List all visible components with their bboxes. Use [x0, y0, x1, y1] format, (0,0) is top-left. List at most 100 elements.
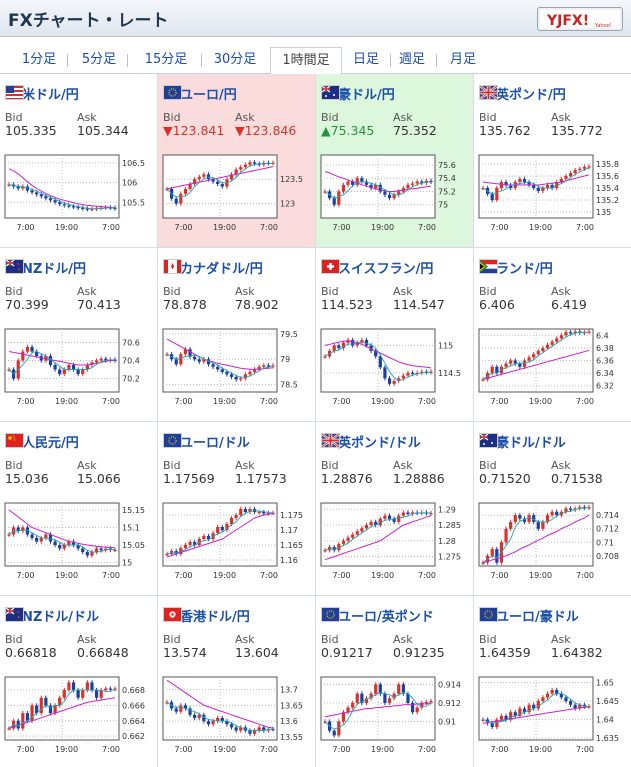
pair-link[interactable]: NZドル/ドル — [5, 606, 99, 625]
candle-body — [25, 347, 30, 352]
candle-body — [509, 185, 513, 188]
candle-body — [39, 538, 43, 542]
candle-body — [360, 693, 364, 703]
candle-body — [401, 512, 405, 516]
tab-6[interactable]: 日足 — [352, 52, 379, 67]
rate-card[interactable]: ユーロ/ドル Bid Ask 1.17569 1.17573 1.175 1.17 1.165… — [158, 422, 316, 596]
tab-7[interactable]: 週足 — [398, 52, 425, 67]
pair-link[interactable]: カナダドル/円 — [163, 258, 263, 277]
y-tick-label: 75.6 — [438, 161, 456, 170]
mini-chart[interactable]: 123.5 123 7:00 19:00 7:00 — [161, 149, 313, 234]
bid-label: Bid — [479, 633, 497, 646]
rate-card[interactable]: カナダドル/円 Bid Ask 78.878 78.902 79.5 79 78.5 7:00 1… — [158, 248, 316, 422]
mini-chart[interactable]: 0.714 0.712 0.71 0.708 7:00 19:00 7:00 — [477, 497, 629, 582]
y-tick-label: 1.17 — [280, 526, 298, 535]
x-tick-label: 7:00 — [491, 397, 509, 406]
tab-8[interactable]: 月足 — [449, 52, 476, 67]
pair-link[interactable]: ユーロ/円 — [163, 84, 237, 103]
candle-body — [568, 173, 573, 176]
pair-link[interactable]: 豪ドル/ドル — [479, 432, 566, 451]
candle-body — [504, 528, 508, 543]
y-tick-label: 15.1 — [122, 524, 140, 533]
candle-body — [179, 705, 183, 712]
short-ma-line — [166, 353, 274, 378]
rate-card[interactable]: 香港ドル/円 Bid Ask 13.574 13.604 13.7 13.65 13.6 13.… — [158, 596, 316, 767]
pair-link[interactable]: ユーロ/豪ドル — [479, 606, 579, 625]
candle-body — [53, 541, 57, 545]
mini-chart[interactable]: 75.6 75.4 75.2 75 7:00 19:00 7:00 — [319, 149, 471, 234]
tab-4[interactable]: 30分足 — [213, 52, 257, 67]
tab-2[interactable]: 5分足 — [81, 52, 117, 67]
candle-body — [578, 507, 582, 509]
eu-flag-icon — [321, 607, 340, 622]
rate-card[interactable]: ランド/円 Bid Ask 6.406 6.419 6.4 6.38 6.36 6.34 6.32… — [474, 248, 631, 422]
pair-link[interactable]: スイスフラン/円 — [321, 258, 433, 277]
candle-body — [341, 184, 346, 192]
ask-label: Ask — [393, 459, 413, 472]
ask-value: 1.28886 — [393, 471, 445, 486]
candle-body — [30, 534, 34, 538]
rate-card[interactable]: 英ポンド/ドル Bid Ask 1.28876 1.28886 1.29 1.285 1.28… — [316, 422, 474, 596]
ask-value: 0.66848 — [77, 645, 129, 660]
candle-body — [165, 554, 169, 556]
mini-chart[interactable]: 6.46.386.366.346.327:00 19:00 7:00 — [477, 323, 629, 408]
rate-card[interactable]: 豪ドル/ドル Bid Ask 0.71520 0.71538 0.714 0.712 0.71… — [474, 422, 631, 596]
pair-link[interactable]: 豪ドル/円 — [321, 84, 395, 103]
candle-body — [536, 701, 540, 709]
pair-link[interactable]: 人民元/円 — [5, 432, 79, 451]
rate-card[interactable]: 英ポンド/円 Bid Ask 135.762 135.772 135.8 135.6 135.… — [474, 74, 631, 248]
candle-body — [252, 369, 257, 372]
rate-card[interactable]: ユーロ/円 Bid Ask ▼123.841 ▼123.846 123.5 123 7:00 1… — [158, 74, 316, 248]
pair-link[interactable]: 英ポンド/円 — [479, 84, 566, 103]
rate-card[interactable]: 人民元/円 Bid Ask 15.036 15.066 15.15 15.1 15.05 15 7… — [0, 422, 158, 596]
candle-body — [332, 345, 336, 351]
pair-link[interactable]: 米ドル/円 — [5, 84, 79, 103]
rate-card[interactable]: ユーロ/豪ドル Bid Ask 1.64359 1.64382 1.65 1.645 1.64… — [474, 596, 631, 767]
tab-1[interactable]: 1分足 — [21, 52, 57, 67]
candle-body — [85, 208, 89, 210]
tab-5[interactable]: 1時間足 — [270, 47, 342, 75]
y-tick-label: 13.7 — [280, 686, 298, 695]
mini-chart[interactable]: 70.6 70.4 70.2 7:00 19:00 7:00 — [3, 323, 155, 408]
rate-card[interactable]: NZドル/ドル Bid Ask 0.66818 0.66848 0.668 0.666 0.6… — [0, 596, 158, 767]
pair-link[interactable]: ユーロ/英ポンド — [321, 606, 434, 625]
ask-value: 15.066 — [77, 471, 121, 486]
mini-chart[interactable]: 106.5 106 105.5 7:00 19:00 7:00 — [3, 149, 155, 234]
pair-link[interactable]: 英ポンド/ドル — [321, 432, 421, 451]
au-flag-icon — [479, 433, 498, 448]
candle-body — [197, 539, 201, 545]
yjfx-logo[interactable]: YJFX! Yahoo! — [537, 7, 623, 31]
ask-label: Ask — [77, 459, 97, 472]
pair-name: 英ポンド/ドル — [338, 436, 421, 451]
candle-body — [39, 194, 43, 197]
x-tick-label: 7:00 — [418, 397, 436, 406]
tab-3[interactable]: 15分足 — [144, 52, 188, 67]
pair-link[interactable]: NZドル/円 — [5, 258, 86, 277]
candle-body — [392, 693, 396, 699]
mini-chart[interactable]: 115 114.5 7:00 19:00 7:00 — [319, 323, 471, 408]
x-tick-label: 7:00 — [260, 397, 278, 406]
rate-card[interactable]: ユーロ/英ポンド Bid Ask 0.91217 0.91235 0.914 0.912 0.… — [316, 596, 474, 767]
pair-link[interactable]: ランド/円 — [479, 258, 553, 277]
rate-card[interactable]: 米ドル/円 Bid Ask 105.335 105.344 106.5 106 105.5 7:… — [0, 74, 158, 248]
candle-body — [81, 207, 85, 209]
mini-chart[interactable]: 0.914 0.912 0.91 7:00 19:00 7:00 — [319, 671, 471, 756]
candle-body — [62, 690, 66, 698]
candle-body — [206, 174, 211, 180]
pair-link[interactable]: ユーロ/ドル — [163, 432, 250, 451]
candle-body — [62, 545, 66, 549]
candle-body — [30, 347, 34, 352]
rate-card[interactable]: スイスフラン/円 Bid Ask 114.523 114.547 115 114.5 7:00… — [316, 248, 474, 422]
pair-link[interactable]: 香港ドル/円 — [163, 606, 250, 625]
rate-card[interactable]: NZドル/円 Bid Ask 70.399 70.413 70.6 70.4 70.2 7:00… — [0, 248, 158, 422]
rate-card[interactable]: 豪ドル/円 Bid Ask ▲75.345 75.352 75.6 75.4 75.2 75 7:… — [316, 74, 474, 248]
candle-body — [21, 527, 25, 531]
